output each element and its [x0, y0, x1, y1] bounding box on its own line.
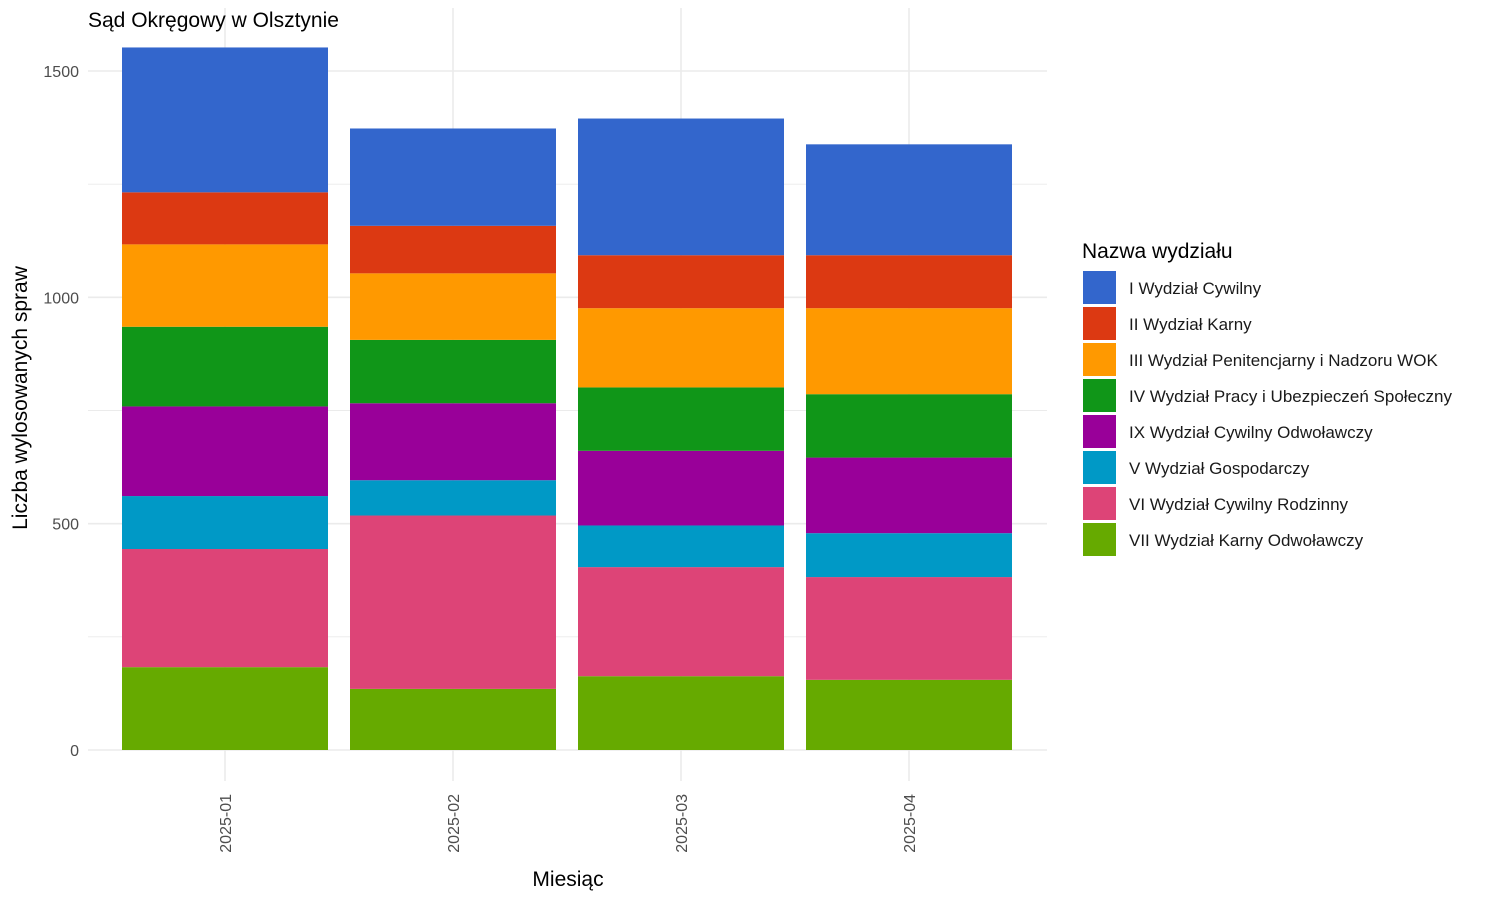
bar-segment	[122, 326, 328, 407]
y-axis-ticks: 0 500 1000 1500	[43, 64, 79, 760]
bar-segment	[122, 406, 328, 497]
bar-segment	[350, 273, 556, 340]
x-tick-label: 2025-01	[218, 794, 235, 853]
bar-segment	[122, 192, 328, 245]
legend-label: IX Wydział Cywilny Odwoławczy	[1129, 423, 1373, 442]
legend-label: VII Wydział Karny Odwoławczy	[1129, 531, 1364, 550]
legend: Nazwa wydziału I Wydział Cywilny II Wydzi…	[1082, 240, 1452, 556]
x-axis-title: Miesiąc	[532, 868, 603, 891]
legend-label: II Wydział Karny	[1129, 315, 1252, 334]
legend-key	[1083, 379, 1116, 412]
bar-segment	[806, 144, 1012, 256]
bar-segment	[122, 244, 328, 327]
legend-label: V Wydział Gospodarczy	[1129, 459, 1310, 478]
bar-segment	[806, 577, 1012, 680]
bar-segment	[578, 118, 784, 256]
bar-segment	[578, 255, 784, 309]
bar-segment	[578, 450, 784, 526]
bar-segment	[350, 225, 556, 274]
bar-segment	[122, 667, 328, 750]
legend-key	[1083, 307, 1116, 340]
bar-segment	[122, 496, 328, 550]
legend-title: Nazwa wydziału	[1082, 240, 1233, 263]
bar-segment	[806, 457, 1012, 534]
bar-segment	[350, 339, 556, 404]
bar-segment	[578, 676, 784, 750]
y-tick-label: 0	[70, 743, 79, 760]
bar-segment	[350, 128, 556, 226]
bar-segment	[806, 679, 1012, 750]
bar-segment	[578, 308, 784, 388]
legend-label: III Wydział Penitencjarny i Nadzoru WOK	[1129, 351, 1438, 370]
bar-segment	[122, 47, 328, 193]
bar-segment	[806, 255, 1012, 309]
x-tick-label: 2025-04	[902, 794, 919, 853]
bar-stacks	[122, 47, 1012, 750]
bar-segment	[806, 308, 1012, 395]
legend-key	[1083, 451, 1116, 484]
bar-segment	[350, 688, 556, 750]
y-axis-title: Liczba wylosowanych spraw	[9, 265, 32, 530]
legend-key	[1083, 487, 1116, 520]
legend-key	[1083, 415, 1116, 448]
bar-segment	[350, 515, 556, 689]
legend-label: VI Wydział Cywilny Rodzinny	[1129, 495, 1349, 514]
legend-key	[1083, 271, 1116, 304]
legend-key	[1083, 523, 1116, 556]
y-tick-label: 1000	[43, 290, 79, 307]
bar-segment	[578, 567, 784, 677]
legend-key	[1083, 343, 1116, 376]
bar-segment	[806, 394, 1012, 458]
legend-label: IV Wydział Pracy i Ubezpieczeń Społeczny	[1129, 387, 1452, 406]
legend-label: I Wydział Cywilny	[1129, 279, 1262, 298]
bar-segment	[578, 387, 784, 451]
y-tick-label: 1500	[43, 64, 79, 81]
x-axis-ticks: 2025-01 2025-02 2025-03 2025-04	[218, 794, 919, 853]
x-tick-label: 2025-03	[674, 794, 691, 853]
bar-segment	[122, 549, 328, 668]
bar-segment	[806, 533, 1012, 578]
chart-title: Sąd Okręgowy w Olsztynie	[88, 9, 339, 32]
y-tick-label: 500	[52, 517, 79, 534]
bar-segment	[350, 480, 556, 516]
bar-segment	[350, 403, 556, 481]
bar-segment	[578, 525, 784, 568]
x-tick-label: 2025-02	[446, 794, 463, 853]
